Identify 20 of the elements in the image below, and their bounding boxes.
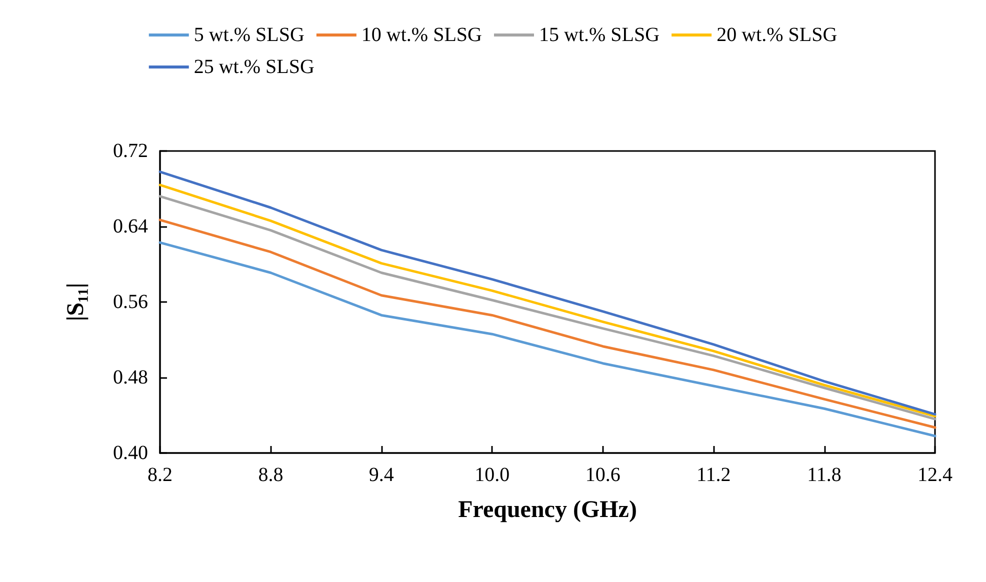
legend-label: 25 wt.% SLSG — [194, 56, 314, 78]
x-tick-label: 8.2 — [148, 464, 172, 486]
x-tick-label: 10.0 — [474, 464, 510, 486]
x-tick-label: 10.6 — [585, 464, 620, 486]
y-axis-title: |S₁₁| — [63, 282, 89, 322]
y-tick-label: 0.72 — [113, 140, 148, 162]
legend-label: 20 wt.% SLSG — [716, 24, 838, 46]
y-tick-label: 0.64 — [113, 216, 148, 238]
x-tick-label: 12.4 — [918, 464, 952, 486]
y-tick-label: 0.48 — [113, 366, 148, 388]
x-axis-title: Frequency (GHz) — [458, 497, 637, 523]
x-tick-label: 9.4 — [368, 464, 394, 486]
x-tick-label: 8.8 — [258, 464, 284, 486]
y-tick-label: 0.40 — [113, 442, 148, 464]
y-tick-label: 0.56 — [113, 291, 148, 313]
x-tick-label: 11.2 — [696, 464, 731, 486]
legend-label: 10 wt.% SLSG — [361, 24, 482, 46]
x-tick-label: 11.8 — [807, 464, 842, 486]
legend-label: 15 wt.% SLSG — [539, 24, 660, 46]
legend-label: 5 wt.% SLSG — [194, 24, 304, 46]
